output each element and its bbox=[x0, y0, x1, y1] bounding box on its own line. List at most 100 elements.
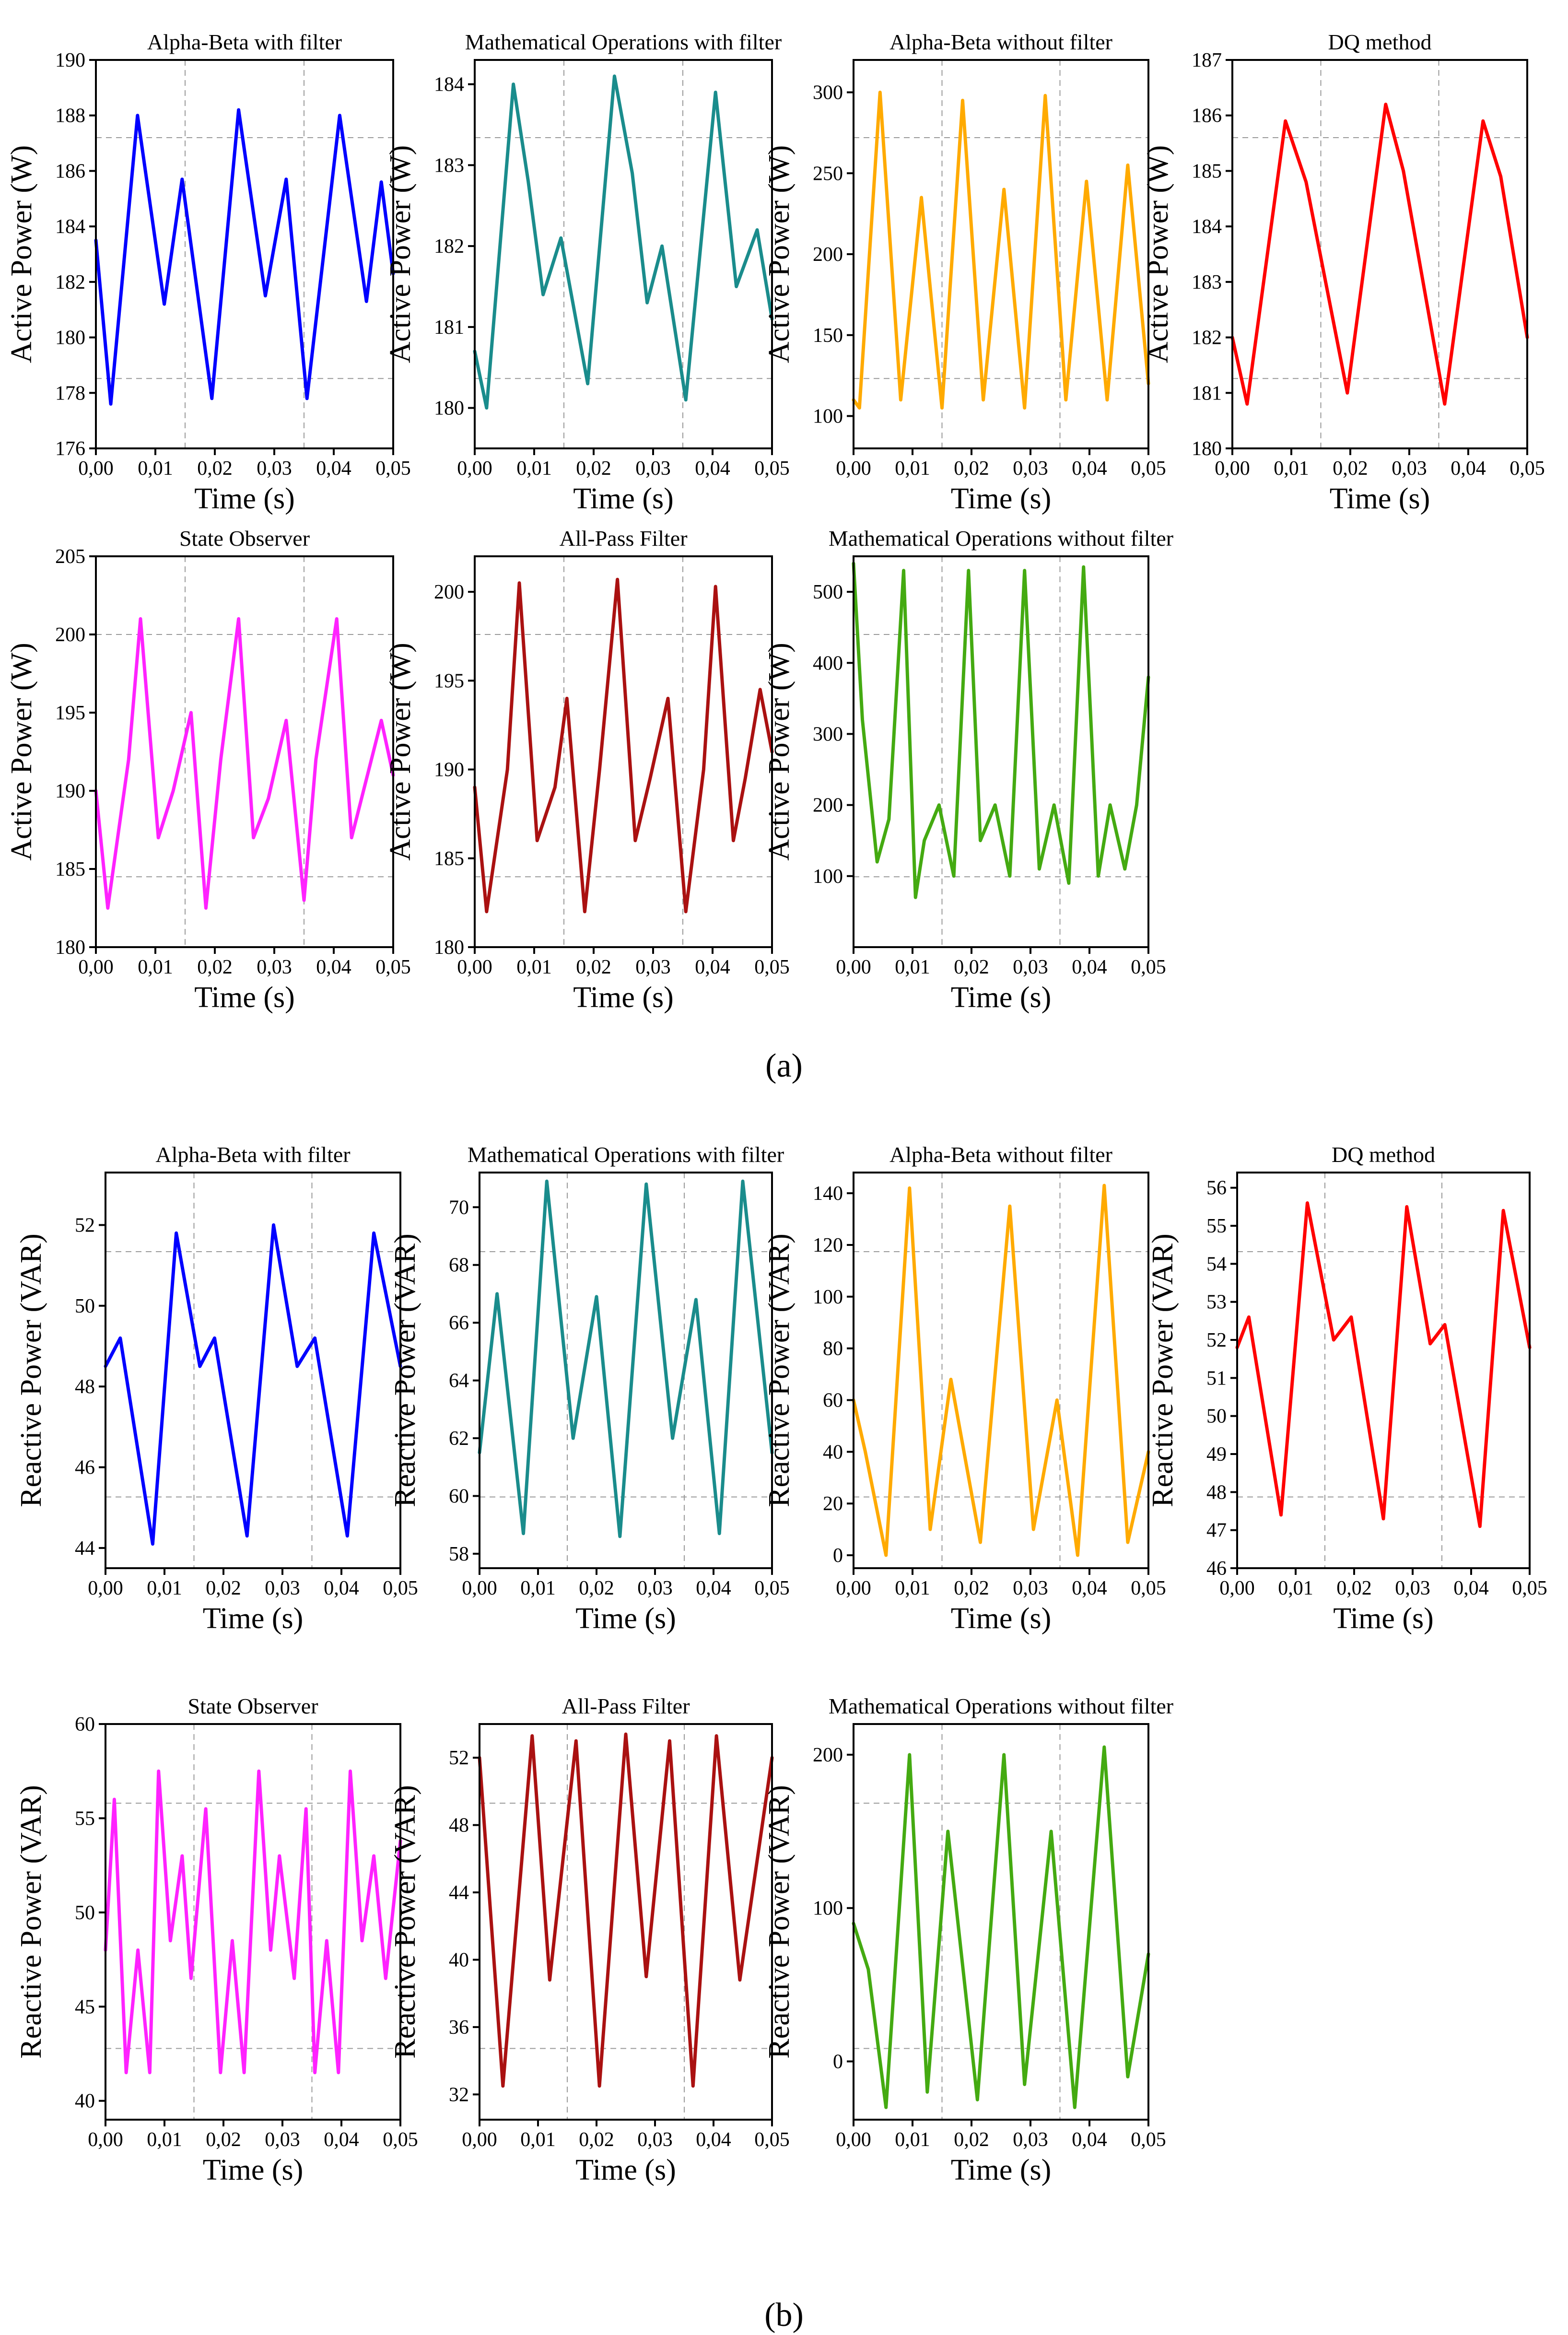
y-tick-label: 20 bbox=[823, 1493, 843, 1515]
x-tick-label: 0,02 bbox=[576, 956, 611, 978]
y-tick-label: 200 bbox=[813, 244, 843, 266]
y-tick-label: 178 bbox=[55, 382, 85, 404]
chart-title: All-Pass Filter bbox=[559, 526, 687, 551]
y-tick-label: 200 bbox=[434, 581, 464, 603]
x-tick-label: 0,01 bbox=[1274, 458, 1309, 480]
y-tick-label: 48 bbox=[1206, 1481, 1227, 1503]
x-tick-label: 0,02 bbox=[206, 1577, 241, 1599]
y-axis-label: Reactive Power (VAR) bbox=[15, 1233, 47, 1507]
x-axis-label: Time (s) bbox=[203, 1602, 304, 1635]
x-tick-label: 0,05 bbox=[383, 2129, 418, 2151]
x-tick-label: 0,00 bbox=[836, 2129, 871, 2151]
y-tick-label: 185 bbox=[434, 848, 464, 870]
x-tick-label: 0,00 bbox=[462, 1577, 497, 1599]
x-tick-label: 0,00 bbox=[1219, 1577, 1255, 1599]
x-tick-label: 0,04 bbox=[1451, 458, 1486, 480]
y-tick-label: 47 bbox=[1206, 1520, 1227, 1542]
x-tick-label: 0,02 bbox=[1333, 458, 1368, 480]
x-tick-label: 0,04 bbox=[696, 2129, 731, 2151]
y-tick-label: 100 bbox=[813, 1286, 843, 1308]
plot-frame bbox=[853, 1172, 1149, 1569]
chart-title: Alpha-Beta with filter bbox=[155, 1142, 350, 1167]
y-axis-label: Reactive Power (VAR) bbox=[1147, 1233, 1179, 1507]
x-tick-label: 0,04 bbox=[1072, 956, 1107, 978]
x-tick-label: 0,01 bbox=[1278, 1577, 1313, 1599]
series-line-a3 bbox=[852, 91, 1150, 410]
plot-frame bbox=[474, 555, 773, 948]
plot-frame bbox=[95, 59, 394, 449]
x-tick-label: 0,03 bbox=[265, 2129, 300, 2151]
y-tick-label: 300 bbox=[813, 82, 843, 104]
y-tick-label: 54 bbox=[1206, 1253, 1227, 1275]
y-tick-label: 100 bbox=[813, 866, 843, 888]
chart-b6: 0,00 0,01 0,02 0,03 0,04 0,05 32 36 40 44 48 52 All-… bbox=[389, 1694, 790, 2186]
x-axis-label: Time (s) bbox=[575, 1602, 676, 1635]
x-axis-label: Time (s) bbox=[951, 981, 1052, 1014]
y-tick-label: 100 bbox=[813, 406, 843, 428]
y-tick-label: 44 bbox=[449, 1882, 469, 1904]
x-tick-label: 0,01 bbox=[138, 458, 173, 480]
chart-title: Mathematical Operations with filter bbox=[465, 30, 782, 54]
series-line-a7 bbox=[852, 562, 1150, 899]
x-tick-label: 0,05 bbox=[1512, 1577, 1547, 1599]
x-tick-label: 0,01 bbox=[516, 458, 552, 480]
x-tick-label: 0,03 bbox=[265, 1577, 300, 1599]
chart-b4: 0,00 0,01 0,02 0,03 0,04 0,05 46 47 48 49 50 51 52 53… bbox=[1147, 1142, 1547, 1635]
y-tick-label: 80 bbox=[823, 1338, 843, 1360]
y-tick-label: 183 bbox=[434, 154, 464, 176]
series-line-a5 bbox=[94, 617, 395, 910]
y-tick-label: 188 bbox=[55, 105, 85, 127]
x-axis-label: Time (s) bbox=[951, 2154, 1052, 2186]
y-axis-label: Active Power (W) bbox=[5, 643, 38, 861]
x-axis-label: Time (s) bbox=[194, 482, 295, 515]
x-tick-label: 0,03 bbox=[1395, 1577, 1430, 1599]
y-tick-label: 250 bbox=[813, 163, 843, 185]
x-tick-label: 0,01 bbox=[895, 1577, 930, 1599]
y-tick-label: 40 bbox=[75, 2090, 95, 2112]
y-tick-label: 300 bbox=[813, 723, 843, 745]
x-tick-label: 0,00 bbox=[457, 956, 492, 978]
x-tick-label: 0,05 bbox=[1131, 2129, 1166, 2151]
plot-frame bbox=[1236, 1172, 1531, 1569]
x-tick-label: 0,00 bbox=[1215, 458, 1250, 480]
y-tick-label: 186 bbox=[55, 160, 85, 182]
x-tick-label: 0,03 bbox=[635, 956, 671, 978]
y-tick-label: 181 bbox=[434, 317, 464, 339]
plot-frame bbox=[853, 1723, 1149, 2121]
x-tick-label: 0,05 bbox=[1131, 1577, 1166, 1599]
x-tick-label: 0,05 bbox=[1509, 458, 1545, 480]
y-tick-label: 182 bbox=[55, 271, 85, 293]
y-tick-label: 120 bbox=[813, 1234, 843, 1256]
y-tick-label: 150 bbox=[813, 325, 843, 347]
x-tick-label: 0,00 bbox=[836, 1577, 871, 1599]
x-tick-label: 0,03 bbox=[1013, 458, 1048, 480]
y-tick-label: 48 bbox=[449, 1815, 469, 1837]
chart-b5: 0,00 0,01 0,02 0,03 0,04 0,05 40 45 50 55 60 State … bbox=[15, 1694, 418, 2186]
x-tick-label: 0,00 bbox=[836, 956, 871, 978]
x-tick-label: 0,04 bbox=[1072, 2129, 1107, 2151]
x-tick-label: 0,00 bbox=[88, 2129, 123, 2151]
y-tick-label: 50 bbox=[75, 1902, 95, 1924]
y-tick-label: 60 bbox=[449, 1485, 469, 1507]
x-tick-label: 0,02 bbox=[197, 458, 233, 480]
chart-title: All-Pass Filter bbox=[562, 1694, 690, 1718]
series-line-b1 bbox=[104, 1223, 402, 1546]
y-tick-label: 58 bbox=[449, 1543, 469, 1565]
y-tick-label: 140 bbox=[813, 1183, 843, 1205]
y-tick-label: 50 bbox=[1206, 1406, 1227, 1428]
y-tick-label: 184 bbox=[55, 216, 85, 238]
x-tick-label: 0,03 bbox=[1013, 2129, 1048, 2151]
y-tick-label: 50 bbox=[75, 1295, 95, 1317]
chart-title: State Observer bbox=[179, 526, 310, 551]
chart-b2: 0,00 0,01 0,02 0,03 0,04 0,05 58 60 62 64 66 68 70 Ma… bbox=[389, 1142, 790, 1635]
x-tick-label: 0,02 bbox=[954, 1577, 989, 1599]
y-tick-label: 195 bbox=[434, 670, 464, 692]
chart-a4: 0,00 0,01 0,02 0,03 0,04 0,05 180 181 182 183 184 1… bbox=[1142, 30, 1545, 515]
y-tick-label: 180 bbox=[55, 937, 85, 959]
x-tick-label: 0,00 bbox=[836, 458, 871, 480]
y-tick-label: 176 bbox=[55, 438, 85, 460]
x-tick-label: 0,04 bbox=[696, 1577, 731, 1599]
y-tick-label: 48 bbox=[75, 1376, 95, 1398]
x-tick-label: 0,05 bbox=[383, 1577, 418, 1599]
y-tick-label: 51 bbox=[1206, 1367, 1227, 1389]
